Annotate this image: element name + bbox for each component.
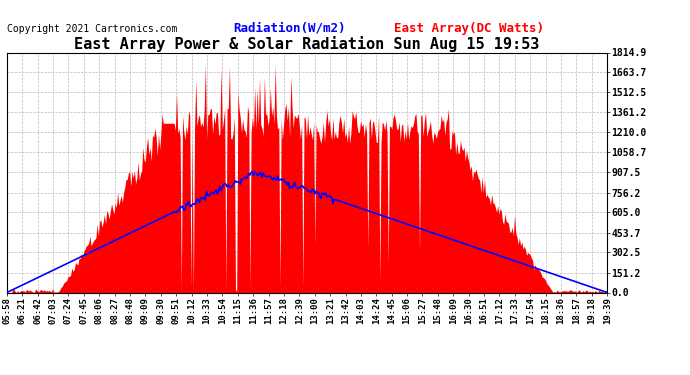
Text: Copyright 2021 Cartronics.com: Copyright 2021 Cartronics.com [7, 24, 177, 34]
Text: Radiation(W/m2): Radiation(W/m2) [233, 22, 346, 35]
Title: East Array Power & Solar Radiation Sun Aug 15 19:53: East Array Power & Solar Radiation Sun A… [75, 36, 540, 52]
Text: East Array(DC Watts): East Array(DC Watts) [394, 22, 544, 35]
